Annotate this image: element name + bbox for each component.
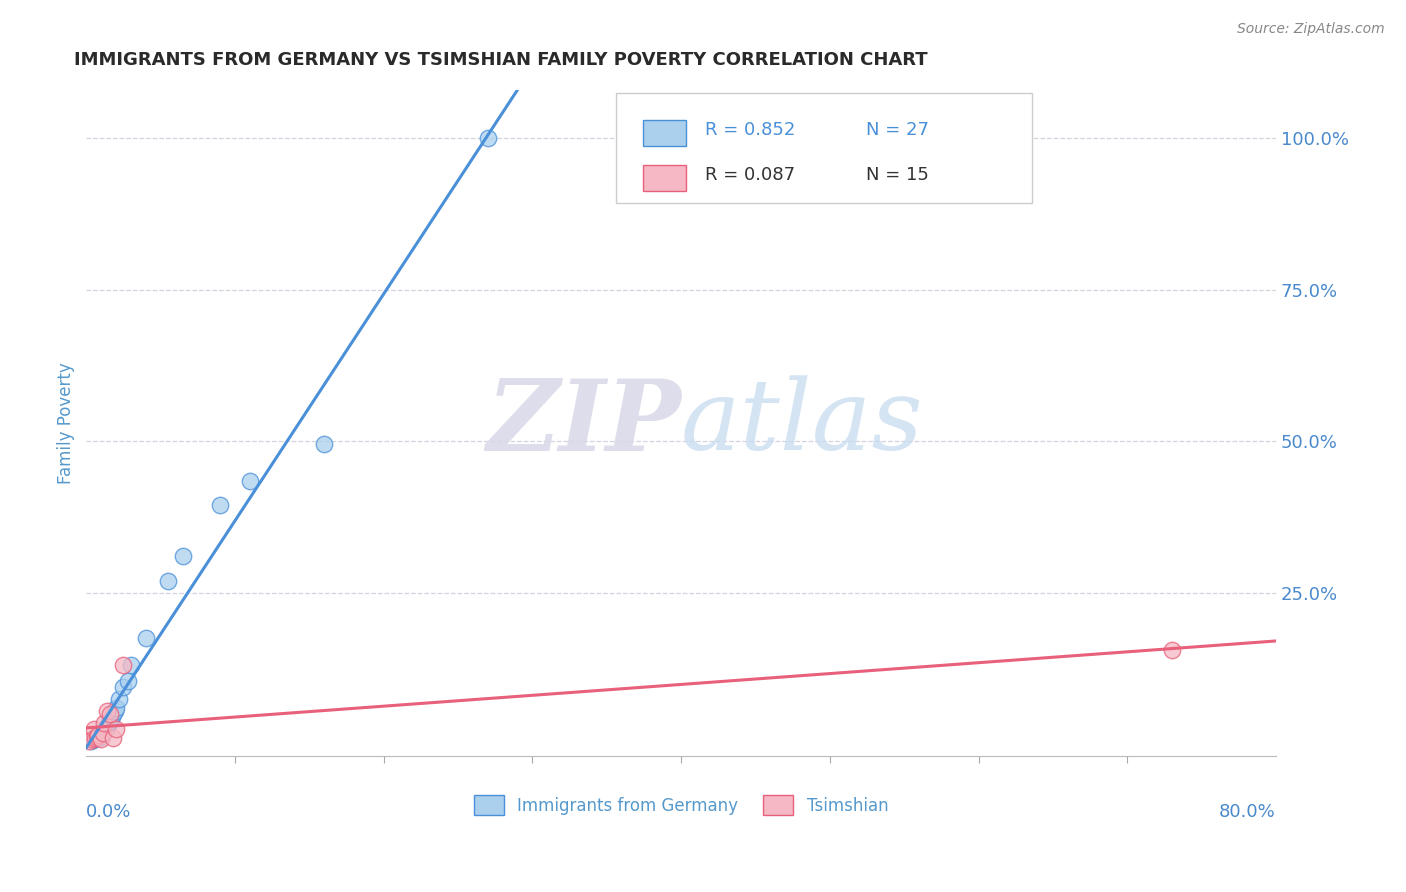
- Text: N = 15: N = 15: [866, 166, 928, 184]
- Point: [135, 631, 157, 645]
- Point: [103, 704, 125, 718]
- Point: [108, 691, 131, 706]
- Point: [90, 732, 112, 747]
- Point: [93, 725, 115, 739]
- Text: Source: ZipAtlas.com: Source: ZipAtlas.com: [1237, 22, 1385, 37]
- Point: [89, 730, 111, 744]
- Point: [84, 731, 107, 745]
- Point: [117, 673, 139, 688]
- FancyBboxPatch shape: [616, 93, 1032, 203]
- Point: [93, 715, 115, 730]
- Point: [86, 730, 108, 744]
- Point: [105, 722, 128, 736]
- FancyBboxPatch shape: [643, 165, 686, 191]
- Point: [112, 658, 135, 673]
- FancyBboxPatch shape: [643, 120, 686, 145]
- Text: R = 0.852: R = 0.852: [704, 120, 796, 139]
- Point: [100, 710, 122, 724]
- Point: [91, 726, 114, 740]
- Point: [112, 680, 135, 694]
- Point: [120, 658, 142, 673]
- Text: ZIP: ZIP: [486, 375, 681, 471]
- Legend: Immigrants from Germany, Tsimshian: Immigrants from Germany, Tsimshian: [467, 789, 896, 822]
- Point: [84, 732, 107, 747]
- Point: [82, 732, 104, 747]
- Y-axis label: Family Poverty: Family Poverty: [58, 362, 75, 483]
- Point: [96, 719, 118, 733]
- Point: [83, 731, 105, 745]
- Point: [77, 734, 100, 748]
- Point: [87, 728, 110, 742]
- Point: [91, 723, 114, 738]
- Point: [1160, 643, 1182, 657]
- Text: N = 27: N = 27: [866, 120, 928, 139]
- Text: 0.0%: 0.0%: [86, 803, 132, 821]
- Text: 80.0%: 80.0%: [1219, 803, 1277, 821]
- Point: [157, 574, 180, 588]
- Text: IMMIGRANTS FROM GERMANY VS TSIMSHIAN FAMILY POVERTY CORRELATION CHART: IMMIGRANTS FROM GERMANY VS TSIMSHIAN FAM…: [75, 51, 928, 69]
- Point: [83, 722, 105, 736]
- Point: [477, 131, 499, 145]
- Point: [101, 706, 124, 721]
- Point: [94, 722, 117, 736]
- Point: [90, 726, 112, 740]
- Text: atlas: atlas: [681, 376, 924, 471]
- Point: [314, 437, 336, 451]
- Point: [96, 704, 118, 718]
- Point: [101, 731, 124, 745]
- Point: [98, 714, 121, 728]
- Text: R = 0.087: R = 0.087: [704, 166, 794, 184]
- Point: [105, 700, 128, 714]
- Point: [87, 728, 110, 742]
- Point: [239, 474, 262, 488]
- Point: [172, 549, 194, 564]
- Point: [209, 498, 232, 512]
- Point: [80, 734, 103, 748]
- Point: [97, 715, 120, 730]
- Point: [98, 706, 121, 721]
